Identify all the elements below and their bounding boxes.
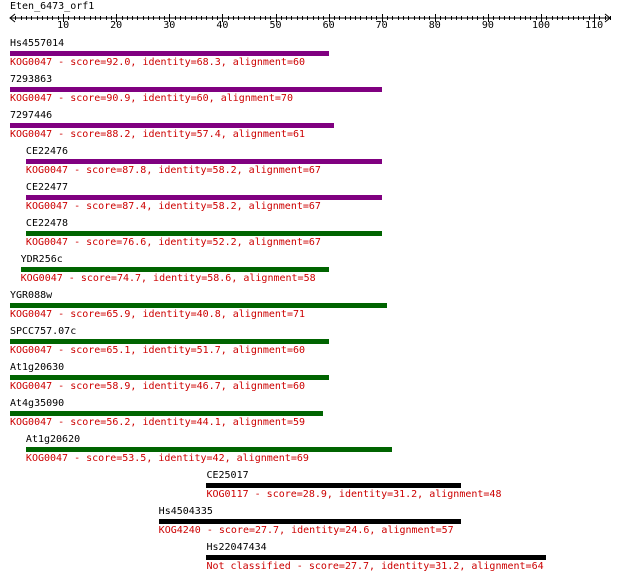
- hit-name: 7297446: [10, 110, 53, 121]
- hit-description: KOG0047 - score=65.1, identity=51.7, ali…: [10, 345, 306, 356]
- alignment-bar: [10, 375, 329, 380]
- hit-description: KOG0047 - score=92.0, identity=68.3, ali…: [10, 57, 306, 68]
- tick-label: 80: [428, 20, 441, 31]
- hit-name: CE22478: [25, 218, 69, 229]
- alignment-bar: [206, 483, 462, 488]
- alignment-bar: [25, 231, 382, 236]
- alignment-bar: [10, 339, 329, 344]
- hit-name: 7293863: [10, 74, 53, 85]
- hit-name: YDR256c: [20, 254, 63, 265]
- hit-name: At1g20630: [10, 362, 65, 373]
- hit-description: KOG0047 - score=90.9, identity=60, align…: [10, 93, 293, 104]
- hit-name: Hs4504335: [158, 506, 213, 517]
- alignment-bar: [10, 123, 334, 128]
- hit-name: Hs4557014: [10, 38, 65, 49]
- tick-label: 90: [481, 20, 494, 31]
- tick-label: 40: [216, 20, 229, 31]
- alignment-bar: [10, 303, 387, 308]
- hit-description: KOG0047 - score=76.6, identity=52.2, ali…: [25, 237, 321, 248]
- hit-description: KOG0047 - score=58.9, identity=46.7, ali…: [10, 381, 306, 392]
- tick-label: 50: [269, 20, 282, 31]
- hit-description: KOG0047 - score=53.5, identity=42, align…: [25, 453, 309, 464]
- tick-label: 20: [110, 20, 123, 31]
- tick-label: 30: [163, 20, 176, 31]
- hit-name: YGR088w: [10, 290, 53, 301]
- alignment-bar: [20, 267, 329, 272]
- ruler-left-arrow: [9, 13, 16, 23]
- hit-description: KOG0047 - score=87.4, identity=58.2, ali…: [25, 201, 321, 212]
- alignment-bar: [25, 159, 382, 164]
- hit-name: At4g35090: [10, 398, 65, 409]
- hit-description: KOG0047 - score=87.8, identity=58.2, ali…: [25, 165, 321, 176]
- query-title: Eten_6473_orf1: [10, 1, 95, 12]
- hit-name: At1g20620: [25, 434, 81, 445]
- hit-name: Hs22047434: [206, 542, 267, 553]
- sequence-ruler: [9, 13, 611, 23]
- hit-description: KOG0047 - score=56.2, identity=44.1, ali…: [10, 417, 306, 428]
- hit-description: KOG0047 - score=74.7, identity=58.6, ali…: [20, 273, 316, 284]
- hit-description: KOG4240 - score=27.7, identity=24.6, ali…: [158, 525, 454, 536]
- hit-description: Not classified - score=27.7, identity=31…: [206, 561, 544, 572]
- hit-description: KOG0047 - score=65.9, identity=40.8, ali…: [10, 309, 306, 320]
- alignment-bar: [25, 447, 393, 452]
- hit-description: KOG0047 - score=88.2, identity=57.4, ali…: [10, 129, 306, 140]
- tick-label: 110: [585, 20, 604, 31]
- alignment-bar: [10, 411, 324, 416]
- tick-label: 60: [322, 20, 335, 31]
- hit-name: SPCC757.07c: [10, 326, 77, 337]
- hit-description: KOG0117 - score=28.9, identity=31.2, ali…: [206, 489, 502, 500]
- alignment-bar: [10, 51, 329, 56]
- tick-label: 10: [57, 20, 70, 31]
- hit-name: CE25017: [206, 470, 249, 481]
- alignment-bar: [25, 195, 382, 200]
- alignment-bar: [10, 87, 382, 92]
- alignment-bar: [206, 555, 547, 560]
- tick-label: 100: [531, 20, 551, 31]
- hit-name: CE22476: [25, 146, 69, 157]
- alignment-bar: [158, 519, 462, 524]
- tick-label: 70: [375, 20, 388, 31]
- hit-name: CE22477: [25, 182, 69, 193]
